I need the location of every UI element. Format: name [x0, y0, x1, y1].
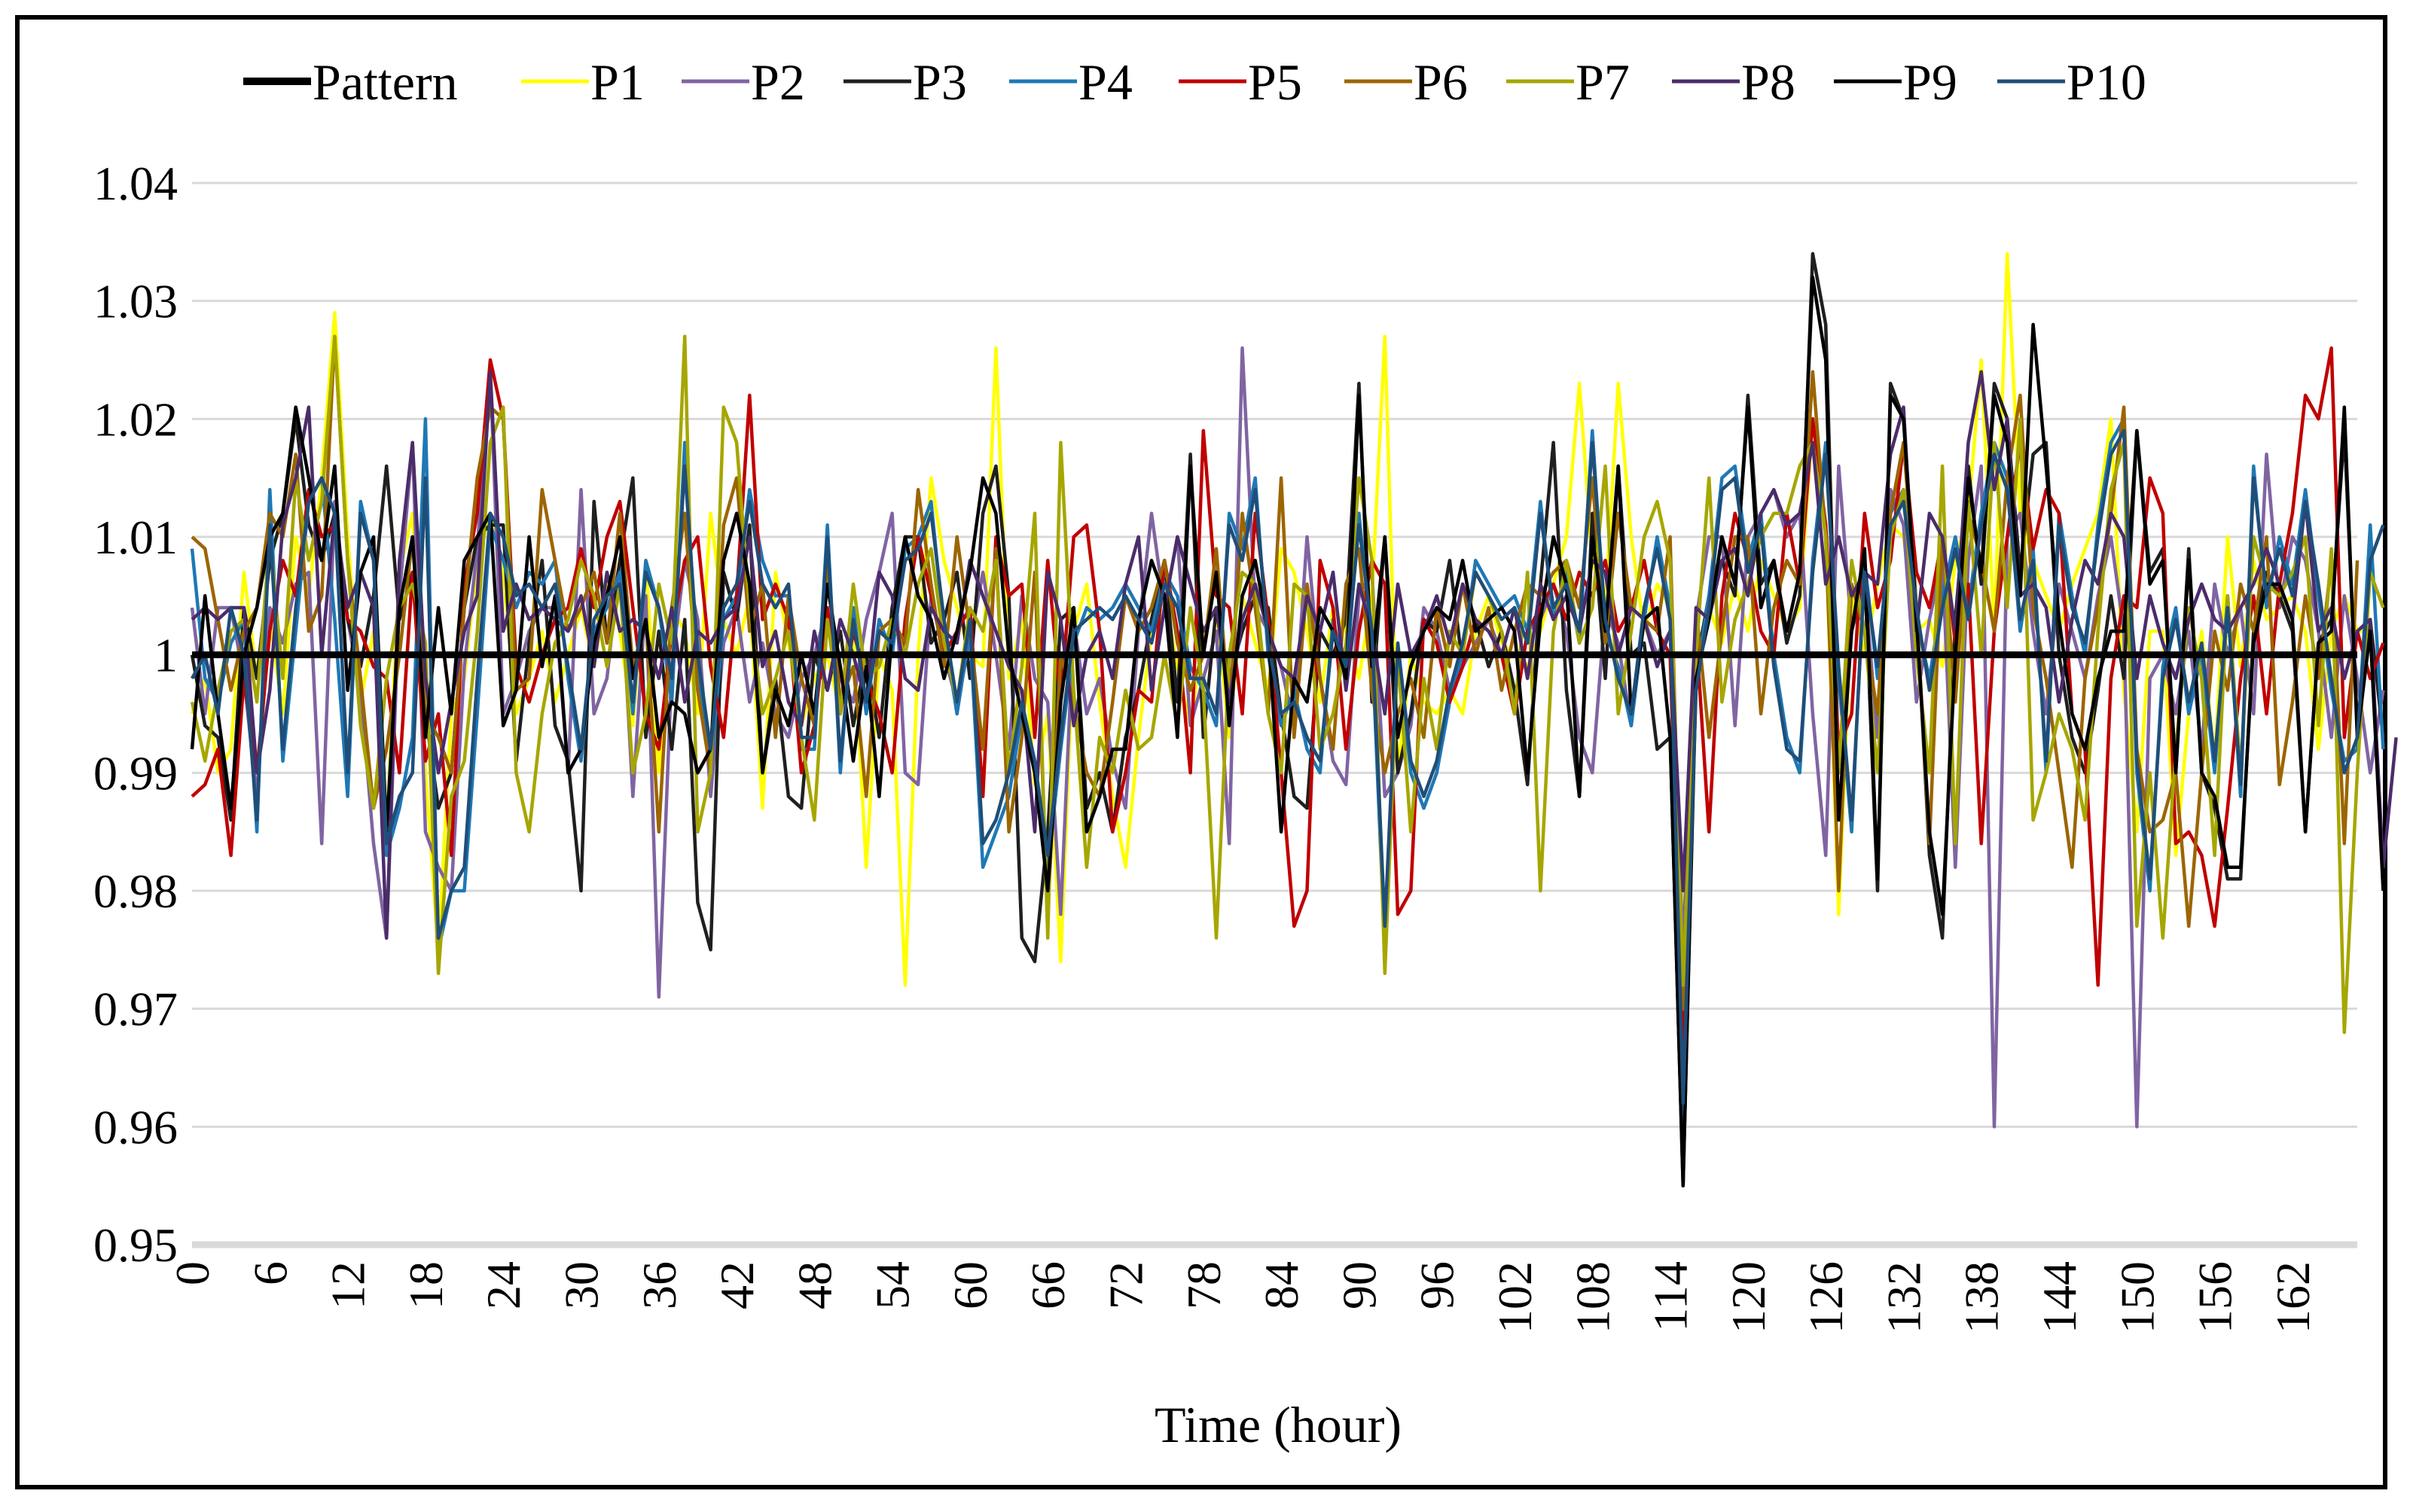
legend-label-p8: P8 — [1741, 53, 1795, 111]
y-tick-label: 0.99 — [93, 746, 178, 800]
x-tick-label: 96 — [1411, 1261, 1464, 1309]
x-tick-label: 60 — [944, 1261, 997, 1309]
legend-label-p6: P6 — [1414, 53, 1468, 111]
series-layer — [190, 251, 2398, 1187]
x-tick-label: 150 — [2110, 1261, 2164, 1334]
x-tick-label: 120 — [1722, 1261, 1775, 1334]
x-tick-label: 144 — [2033, 1261, 2086, 1334]
x-tick-label: 36 — [633, 1261, 686, 1309]
x-tick-label: 72 — [1100, 1261, 1153, 1309]
legend-label-p7: P7 — [1576, 53, 1630, 111]
legend-label-p3: P3 — [913, 53, 967, 111]
x-tick-label: 48 — [788, 1261, 841, 1309]
x-tick-label: 156 — [2189, 1261, 2242, 1334]
y-tick-label: 1.02 — [93, 392, 178, 446]
x-tick-label: 6 — [243, 1261, 297, 1285]
y-tick-label: 1 — [154, 629, 178, 682]
x-tick-label: 78 — [1177, 1261, 1231, 1309]
legend-label-p1: P1 — [590, 53, 645, 111]
series-line-p1 — [190, 251, 2371, 987]
series-line-p3 — [190, 251, 2385, 1187]
x-tick-label: 108 — [1566, 1261, 1619, 1334]
y-tick-label: 0.97 — [93, 983, 178, 1036]
x-tick-label: 162 — [2266, 1261, 2320, 1334]
x-tick-label: 42 — [710, 1261, 764, 1309]
series-line-p9 — [190, 276, 2385, 1187]
legend: Pattern P1 P2 P3 P4 P5 P6 P7 P8 P9 P10 — [243, 53, 2146, 111]
y-tick-label: 1.01 — [93, 511, 178, 564]
x-tick-label: 24 — [477, 1261, 530, 1309]
x-tick-label: 132 — [1877, 1261, 1930, 1334]
legend-label-p5: P5 — [1248, 53, 1302, 111]
x-tick-label: 18 — [399, 1261, 453, 1309]
x-tick-label: 114 — [1644, 1261, 1698, 1332]
x-tick-label: 12 — [322, 1261, 375, 1309]
x-tick-label: 54 — [866, 1261, 920, 1309]
legend-label-p10: P10 — [2067, 53, 2146, 111]
x-tick-label: 30 — [554, 1261, 608, 1309]
legend-label-pattern: Pattern — [313, 53, 458, 111]
legend-label-p2: P2 — [751, 53, 805, 111]
y-tick-label: 1.03 — [93, 275, 178, 328]
x-tick-label: 102 — [1488, 1261, 1542, 1334]
axis-layer: 0.95 0.96 0.97 0.98 0.99 1 1.01 1.02 1.03 1.04 0 6 1… — [93, 157, 2320, 1334]
x-tick-label: 90 — [1332, 1261, 1386, 1309]
x-tick-label: 138 — [1955, 1261, 2009, 1334]
x-tick-label: 0 — [166, 1261, 219, 1285]
y-tick-label: 0.95 — [93, 1218, 178, 1272]
series-line-p10 — [191, 428, 2385, 1105]
x-tick-label: 66 — [1021, 1261, 1075, 1309]
series-line-p6 — [191, 334, 2360, 1011]
y-tick-label: 0.96 — [93, 1100, 178, 1154]
y-tick-label: 1.04 — [93, 157, 178, 210]
legend-label-p9: P9 — [1903, 53, 1957, 111]
x-tick-label: 126 — [1799, 1261, 1853, 1334]
x-tick-label: 84 — [1255, 1261, 1308, 1309]
y-tick-label: 0.98 — [93, 864, 178, 918]
legend-label-p4: P4 — [1078, 53, 1133, 111]
x-axis-title: Time (hour) — [1155, 1396, 1402, 1453]
